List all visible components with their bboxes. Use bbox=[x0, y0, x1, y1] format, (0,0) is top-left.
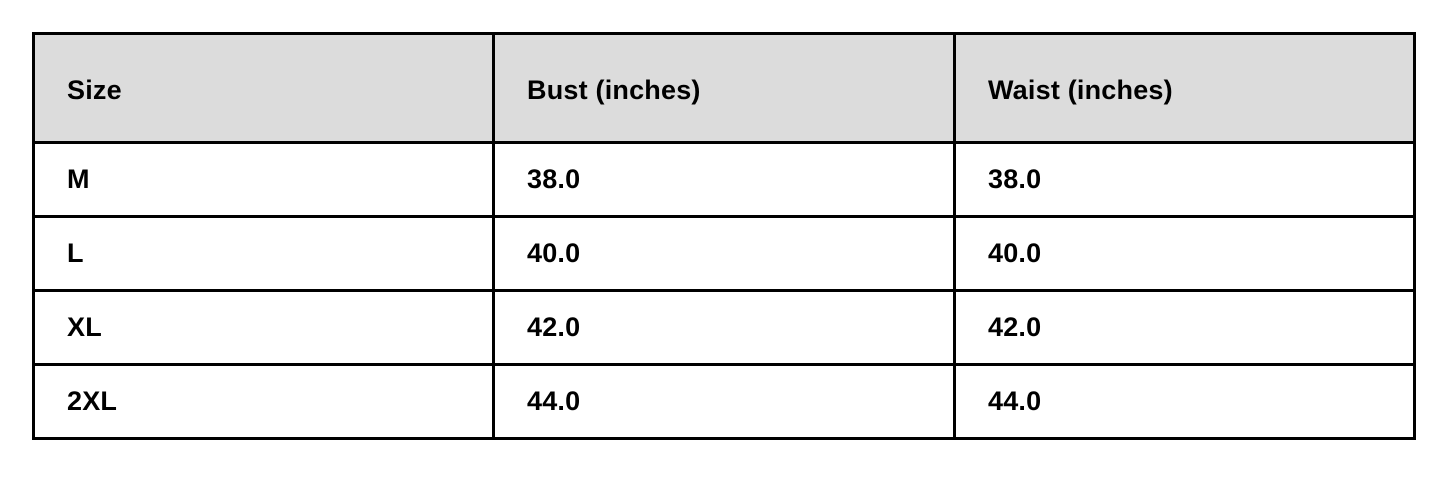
cell-size: M bbox=[32, 141, 495, 218]
cell-waist: 42.0 bbox=[953, 289, 1416, 366]
cell-waist: 40.0 bbox=[953, 215, 1416, 292]
table-row: 2XL 44.0 44.0 bbox=[32, 363, 1416, 440]
cell-waist: 38.0 bbox=[953, 141, 1416, 218]
cell-bust: 40.0 bbox=[492, 215, 956, 292]
cell-waist: 44.0 bbox=[953, 363, 1416, 440]
cell-bust: 44.0 bbox=[492, 363, 956, 440]
column-header-size: Size bbox=[32, 32, 495, 144]
table-row: XL 42.0 42.0 bbox=[32, 289, 1416, 366]
cell-size: L bbox=[32, 215, 495, 292]
cell-bust: 42.0 bbox=[492, 289, 956, 366]
table-header: Size Bust (inches) Waist (inches) bbox=[32, 32, 1416, 144]
column-header-bust: Bust (inches) bbox=[492, 32, 956, 144]
cell-size: XL bbox=[32, 289, 495, 366]
cell-size: 2XL bbox=[32, 363, 495, 440]
table-row: L 40.0 40.0 bbox=[32, 215, 1416, 292]
table-header-row: Size Bust (inches) Waist (inches) bbox=[32, 32, 1416, 144]
table-row: M 38.0 38.0 bbox=[32, 141, 1416, 218]
cell-bust: 38.0 bbox=[492, 141, 956, 218]
size-chart-table: Size Bust (inches) Waist (inches) M 38.0… bbox=[32, 32, 1416, 440]
column-header-waist: Waist (inches) bbox=[953, 32, 1416, 144]
table-body: M 38.0 38.0 L 40.0 40.0 XL 42.0 42.0 2XL… bbox=[32, 141, 1416, 440]
